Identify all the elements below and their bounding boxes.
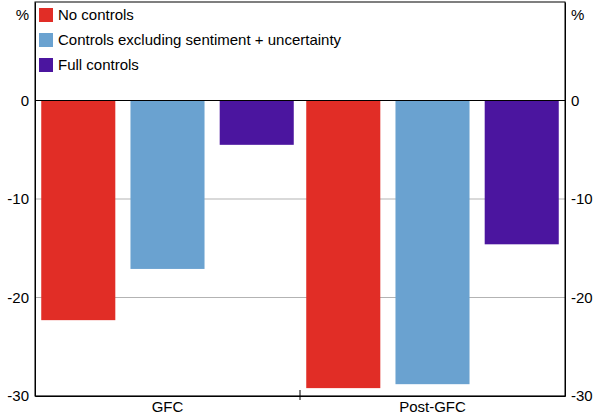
y-axis-right: -30 -20 -10 0 [565,3,593,405]
tick: -20 [7,289,35,306]
chart: -30 -20 -10 0 -30 -20 -10 0 GFC Post-GFC No contro… [0,0,599,416]
legend-item: Full controls [39,56,139,73]
grid-line [35,100,565,101]
legend-label: No controls [58,6,134,23]
tick-label: 0 [21,92,29,109]
tick: -30 [7,387,35,404]
legend-item: No controls [39,6,134,23]
tick-label: -20 [7,289,29,306]
tick-label: GFC [152,398,184,415]
plot-area: -30 -20 -10 0 -30 -20 -10 0 GFC Post-GFC No contro… [7,2,592,415]
tick: -10 [7,190,35,207]
legend-swatch [39,33,53,47]
y-axis-left: -30 -20 -10 0 [7,3,35,405]
tick-label: 0 [571,92,579,109]
tick-label: -20 [571,289,593,306]
zero-line [35,100,565,101]
bars [41,101,559,389]
grid [35,101,565,397]
bar [395,101,469,385]
tick: 0 [565,92,579,109]
legend-label: Full controls [58,56,139,73]
tick: -10 [565,190,593,207]
axis-unit: % [571,6,584,23]
tick: -20 [565,289,593,306]
tick: GFC [152,396,184,415]
legend-swatch [39,58,53,72]
bar [306,101,380,389]
bar [485,101,559,245]
tick-label: Post-GFC [399,398,466,415]
axis-unit: % [16,6,29,23]
legend-item: Controls excluding sentiment + uncertain… [39,31,342,48]
legend: No controls Controls excluding sentiment … [39,6,342,73]
tick: 0 [21,92,35,109]
tick-label: -30 [571,387,593,404]
legend-swatch [39,8,53,22]
legend-label: Controls excluding sentiment + uncertain… [58,31,342,48]
tick-label: -30 [7,387,29,404]
tick-label: -10 [571,190,593,207]
tick: Post-GFC [399,396,466,415]
tick-label: -10 [7,190,29,207]
category-separator [300,390,301,400]
plot-frame [35,2,565,396]
bar [220,101,294,145]
axis-line [565,3,566,397]
tick: -30 [565,387,593,404]
bar [41,101,115,321]
axis-line [35,3,36,397]
bar [130,101,204,269]
